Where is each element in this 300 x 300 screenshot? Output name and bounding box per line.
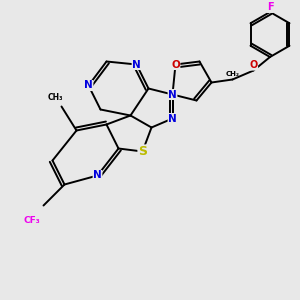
Text: CH₂: CH₂ [226,70,239,76]
Text: S: S [138,145,147,158]
Text: CF₃: CF₃ [23,216,40,225]
Text: N: N [168,113,177,124]
Text: O: O [171,59,180,70]
Text: N: N [132,59,141,70]
Text: N: N [168,89,177,100]
Text: CH₃: CH₃ [48,93,63,102]
Text: F: F [267,2,273,13]
Text: N: N [84,80,93,91]
Text: N: N [93,170,102,181]
Text: O: O [249,60,258,70]
